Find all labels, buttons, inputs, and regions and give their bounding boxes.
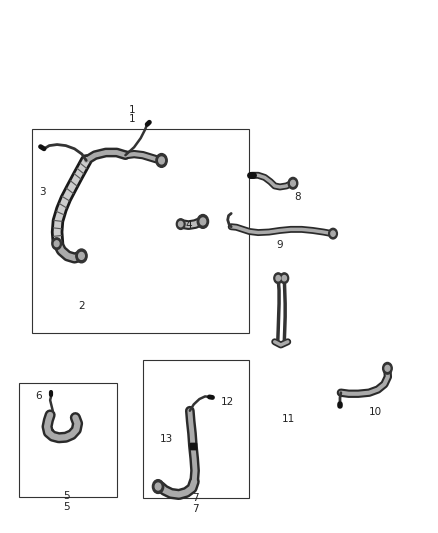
Circle shape	[155, 483, 161, 490]
Text: 5: 5	[64, 491, 70, 501]
Circle shape	[200, 218, 206, 225]
Circle shape	[177, 219, 185, 229]
Circle shape	[282, 276, 286, 281]
Text: 8: 8	[294, 191, 300, 201]
Circle shape	[288, 177, 298, 189]
Bar	[32, 128, 250, 333]
Circle shape	[274, 273, 283, 284]
Text: 7: 7	[192, 493, 198, 503]
Circle shape	[276, 276, 280, 281]
Circle shape	[159, 157, 164, 164]
Text: 6: 6	[35, 391, 42, 401]
Circle shape	[385, 366, 390, 371]
Circle shape	[156, 154, 167, 167]
Bar	[19, 383, 117, 497]
Text: 5: 5	[64, 502, 70, 512]
Text: 3: 3	[39, 187, 46, 197]
Circle shape	[328, 228, 337, 239]
Text: 4: 4	[185, 220, 192, 230]
Text: 12: 12	[221, 397, 234, 407]
Text: 2: 2	[78, 301, 85, 311]
Text: 10: 10	[369, 407, 382, 417]
Circle shape	[197, 215, 208, 228]
Circle shape	[54, 241, 59, 247]
Text: 7: 7	[192, 504, 198, 514]
Circle shape	[52, 238, 61, 249]
Circle shape	[331, 231, 335, 236]
Circle shape	[152, 480, 164, 494]
Text: 1: 1	[129, 106, 135, 115]
Circle shape	[79, 253, 84, 260]
Circle shape	[383, 362, 392, 374]
Circle shape	[280, 273, 289, 284]
Text: 9: 9	[277, 240, 283, 251]
Circle shape	[76, 249, 87, 263]
Circle shape	[179, 221, 183, 227]
Text: 13: 13	[160, 434, 173, 444]
Bar	[143, 360, 250, 498]
Circle shape	[290, 180, 295, 186]
Text: 1: 1	[129, 114, 135, 124]
Text: 11: 11	[282, 414, 295, 424]
